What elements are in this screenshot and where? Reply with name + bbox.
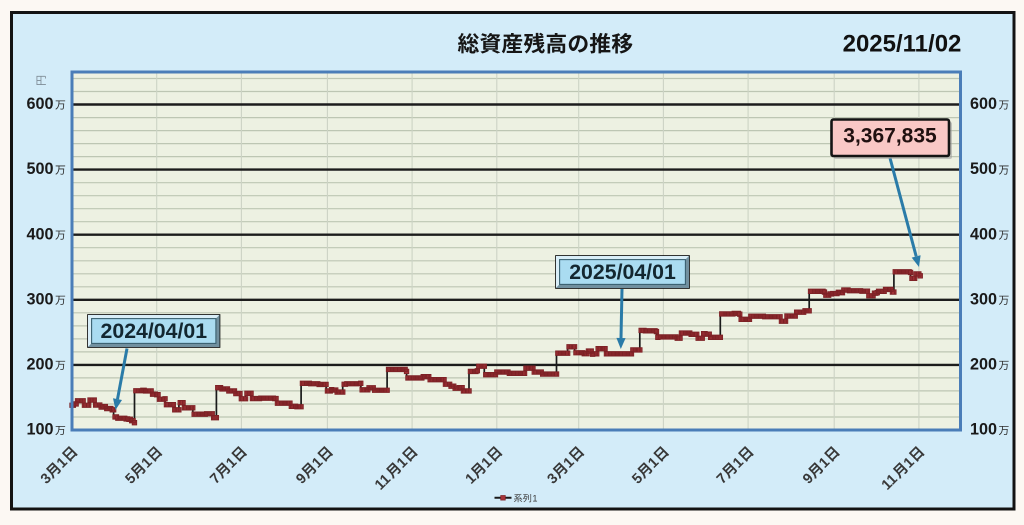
svg-text:600: 600 xyxy=(26,95,53,113)
svg-text:300: 300 xyxy=(970,290,997,308)
svg-text:200: 200 xyxy=(26,356,53,374)
svg-text:600: 600 xyxy=(970,95,997,113)
svg-text:500: 500 xyxy=(970,160,997,178)
svg-text:300: 300 xyxy=(26,290,53,308)
svg-text:100: 100 xyxy=(970,421,997,439)
svg-text:200: 200 xyxy=(970,356,997,374)
svg-text:400: 400 xyxy=(26,225,53,243)
svg-text:1: 1 xyxy=(532,494,537,504)
svg-text:2025/04/01: 2025/04/01 xyxy=(569,260,676,284)
svg-text:3,367,835: 3,367,835 xyxy=(843,125,937,148)
svg-text:500: 500 xyxy=(26,160,53,178)
svg-text:400: 400 xyxy=(970,225,997,243)
svg-text:100: 100 xyxy=(26,421,53,439)
svg-text:2024/04/01: 2024/04/01 xyxy=(101,319,208,343)
svg-text:2025/11/02: 2025/11/02 xyxy=(843,31,962,58)
